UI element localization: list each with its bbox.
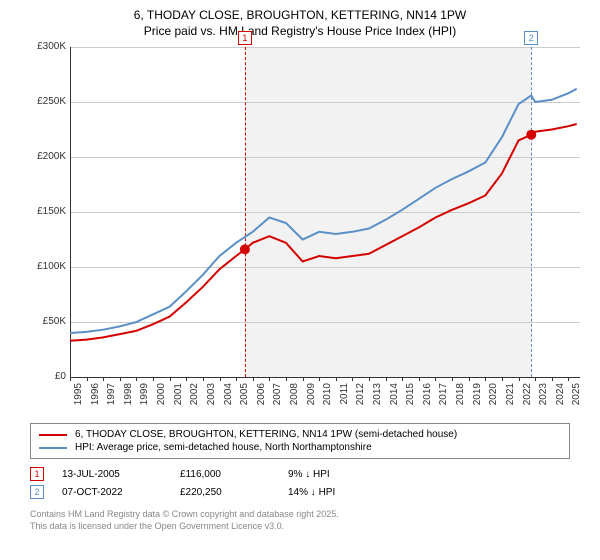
title-line-1: 6, THODAY CLOSE, BROUGHTON, KETTERING, N… [10,8,590,24]
y-tick-label: £300K [20,41,66,52]
x-tick-label: 2022 [522,383,533,423]
sale-date: 07-OCT-2022 [62,487,162,498]
sale-marker-icon [526,130,536,140]
x-tick-label: 2023 [538,383,549,423]
chart-svg [70,47,580,377]
legend-item: 6, THODAY CLOSE, BROUGHTON, KETTERING, N… [39,428,561,441]
x-tick-label: 2024 [555,383,566,423]
footer-line-1: Contains HM Land Registry data © Crown c… [30,509,570,521]
x-tick-label: 2025 [571,383,582,423]
sales-row: 1 13-JUL-2005 £116,000 9% ↓ HPI [30,465,570,483]
legend-swatch [39,447,67,449]
x-tick-label: 1996 [90,383,101,423]
y-tick-label: £100K [20,261,66,272]
x-tick-label: 2018 [455,383,466,423]
y-tick-label: £150K [20,206,66,217]
series-line-hpi [70,89,577,333]
x-tick-label: 2014 [389,383,400,423]
sale-price: £116,000 [180,469,270,480]
x-tick-label: 2007 [272,383,283,423]
y-tick-label: £250K [20,96,66,107]
x-tick-label: 2003 [206,383,217,423]
sales-row: 2 07-OCT-2022 £220,250 14% ↓ HPI [30,483,570,501]
sale-price: £220,250 [180,487,270,498]
x-tick-label: 2021 [505,383,516,423]
x-tick-label: 2010 [322,383,333,423]
x-axis [70,377,580,378]
legend-box: 6, THODAY CLOSE, BROUGHTON, KETTERING, N… [30,423,570,459]
legend-label: 6, THODAY CLOSE, BROUGHTON, KETTERING, N… [75,429,457,440]
ref-box-icon: 1 [30,467,44,481]
x-tick-label: 2004 [223,383,234,423]
x-tick-label: 2017 [438,383,449,423]
title-line-2: Price paid vs. HM Land Registry's House … [10,24,590,40]
footer-attribution: Contains HM Land Registry data © Crown c… [30,509,570,532]
y-tick-label: £0 [20,371,66,382]
x-tick-label: 2019 [472,383,483,423]
x-tick-label: 1998 [123,383,134,423]
x-tick-label: 1997 [106,383,117,423]
legend-swatch [39,434,67,436]
chart-title: 6, THODAY CLOSE, BROUGHTON, KETTERING, N… [10,8,590,39]
sale-delta: 9% ↓ HPI [288,469,388,480]
x-tick-label: 2020 [488,383,499,423]
x-tick-label: 1995 [73,383,84,423]
chart-container: 6, THODAY CLOSE, BROUGHTON, KETTERING, N… [0,0,600,560]
sale-marker-icon [240,245,250,255]
legend-label: HPI: Average price, semi-detached house,… [75,442,372,453]
x-tick-label: 2002 [189,383,200,423]
x-tick-label: 2011 [339,383,350,423]
sales-table: 1 13-JUL-2005 £116,000 9% ↓ HPI 2 07-OCT… [30,465,570,501]
ref-box-icon: 2 [30,485,44,499]
x-tick-label: 2012 [355,383,366,423]
x-tick-label: 2016 [422,383,433,423]
x-tick-label: 1999 [139,383,150,423]
x-tick-label: 2001 [173,383,184,423]
legend-item: HPI: Average price, semi-detached house,… [39,441,561,454]
sale-delta: 14% ↓ HPI [288,487,388,498]
chart-area: £0£50K£100K£150K£200K£250K£300K199519961… [20,47,580,417]
x-tick-label: 2013 [372,383,383,423]
x-tick-label: 2006 [256,383,267,423]
sale-date: 13-JUL-2005 [62,469,162,480]
y-tick-label: £50K [20,316,66,327]
x-tick-label: 2008 [289,383,300,423]
x-tick-label: 2000 [156,383,167,423]
y-tick-label: £200K [20,151,66,162]
x-tick-label: 2009 [306,383,317,423]
reference-box-icon: 2 [524,31,538,45]
x-tick-label: 2015 [405,383,416,423]
x-tick-label: 2005 [239,383,250,423]
footer-line-2: This data is licensed under the Open Gov… [30,521,570,533]
reference-box-icon: 1 [238,31,252,45]
